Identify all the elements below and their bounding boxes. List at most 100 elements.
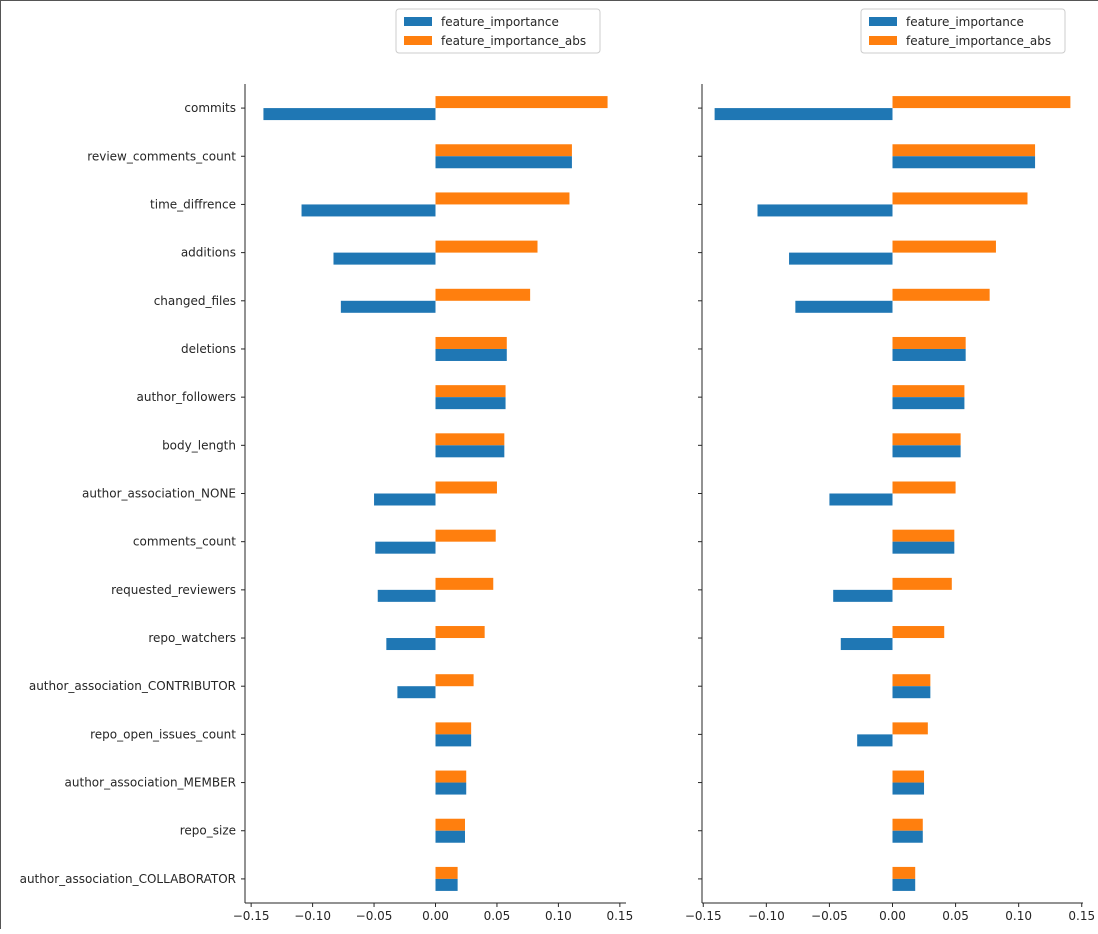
- y-tick-label: deletions: [181, 342, 236, 356]
- bar-feature_importance-repo_open_issues_count: [435, 734, 472, 747]
- bar-feature_importance-time_diffrence: [757, 204, 893, 217]
- bar-feature_importance_abs-commits: [435, 96, 608, 109]
- y-tick-label: additions: [181, 246, 236, 260]
- bar-feature_importance_abs-requested_reviewers: [892, 577, 952, 590]
- bar-feature_importance-repo_watchers: [386, 638, 436, 651]
- bar-feature_importance_abs-commits: [892, 96, 1071, 109]
- x-tick-label: −0.15: [233, 909, 270, 923]
- bar-feature_importance_abs-author_association_MEMBER: [435, 770, 467, 783]
- bar-feature_importance_abs-author_followers: [435, 385, 506, 398]
- bar-feature_importance-author_association_COLLABORATOR: [435, 878, 458, 891]
- x-tick-label: 0.10: [1005, 909, 1032, 923]
- legend-swatch-feature_importance: [404, 17, 432, 26]
- legend-label-feature_importance_abs: feature_importance_abs: [441, 34, 586, 48]
- y-tick-label: comments_count: [133, 535, 236, 549]
- legend-box: [860, 8, 1066, 54]
- bar-feature_importance-comments_count: [375, 541, 436, 554]
- y-tick-label: author_followers: [136, 390, 236, 404]
- bar-feature_importance_abs-additions: [892, 240, 996, 253]
- bar-feature_importance-author_association_CONTRIBUTOR: [892, 686, 931, 699]
- y-tick-label: repo_size: [180, 824, 236, 838]
- y-tick-label: repo_open_issues_count: [90, 727, 236, 741]
- bar-feature_importance-changed_files: [795, 300, 893, 313]
- bar-feature_importance-author_association_MEMBER: [892, 782, 925, 795]
- bar-feature_importance-deletions: [435, 348, 507, 361]
- bar-feature_importance-comments_count: [892, 541, 955, 554]
- bar-feature_importance_abs-review_comments_count: [435, 144, 572, 157]
- x-tick-label: 0.05: [484, 909, 511, 923]
- bar-feature_importance-changed_files: [340, 300, 436, 313]
- bar-feature_importance_abs-author_association_NONE: [435, 481, 497, 494]
- y-tick-label: commits: [184, 101, 236, 115]
- bar-feature_importance_abs-repo_watchers: [435, 626, 485, 639]
- bar-feature_importance-author_followers: [892, 397, 965, 410]
- bar-feature_importance_abs-review_comments_count: [892, 144, 1036, 157]
- bar-feature_importance_abs-author_association_MEMBER: [892, 770, 925, 783]
- bar-feature_importance_abs-requested_reviewers: [435, 577, 494, 590]
- y-tick-label: repo_watchers: [148, 631, 236, 645]
- legend-label-feature_importance_abs: feature_importance_abs: [906, 34, 1051, 48]
- bar-feature_importance-deletions: [892, 348, 966, 361]
- bar-feature_importance-repo_size: [435, 830, 465, 843]
- bar-feature_importance-review_comments_count: [892, 156, 1036, 169]
- legend-label-feature_importance: feature_importance: [441, 15, 559, 29]
- y-tick-label: author_association_COLLABORATOR: [20, 872, 236, 886]
- x-tick-label: 0.00: [422, 909, 449, 923]
- bar-feature_importance-requested_reviewers: [377, 589, 436, 602]
- x-tick-label: −0.10: [748, 909, 785, 923]
- legend-swatch-feature_importance_abs: [869, 36, 897, 45]
- bar-feature_importance-author_followers: [435, 397, 506, 410]
- bar-feature_importance-author_association_COLLABORATOR: [892, 878, 916, 891]
- bar-feature_importance_abs-author_association_CONTRIBUTOR: [435, 674, 474, 687]
- bar-feature_importance-additions: [333, 252, 436, 265]
- legend-label-feature_importance: feature_importance: [906, 15, 1024, 29]
- x-tick-label: −0.15: [685, 909, 722, 923]
- x-tick-label: 0.15: [606, 909, 633, 923]
- bar-feature_importance-body_length: [435, 445, 505, 458]
- y-tick-label: changed_files: [154, 294, 236, 308]
- y-tick-label: author_association_CONTRIBUTOR: [29, 679, 236, 693]
- bar-feature_importance_abs-changed_files: [435, 288, 531, 301]
- bar-feature_importance_abs-repo_size: [435, 818, 465, 831]
- bar-feature_importance_abs-author_followers: [892, 385, 965, 398]
- bar-feature_importance-requested_reviewers: [833, 589, 893, 602]
- legend: feature_importance feature_importance_abs: [860, 8, 1066, 54]
- bar-feature_importance_abs-comments_count: [435, 529, 496, 542]
- y-tick-label: time_diffrence: [150, 197, 236, 211]
- bar-feature_importance_abs-time_diffrence: [435, 192, 570, 205]
- bar-feature_importance_abs-time_diffrence: [892, 192, 1028, 205]
- x-tick-label: 0.10: [545, 909, 572, 923]
- bar-feature_importance_abs-repo_size: [892, 818, 923, 831]
- bar-feature_importance-author_association_CONTRIBUTOR: [397, 686, 436, 699]
- bar-feature_importance-author_association_MEMBER: [435, 782, 467, 795]
- bar-feature_importance_abs-repo_watchers: [892, 626, 945, 639]
- bar-feature_importance-additions: [789, 252, 893, 265]
- bar-feature_importance_abs-author_association_CONTRIBUTOR: [892, 674, 931, 687]
- legend: feature_importance feature_importance_abs: [395, 8, 601, 54]
- bar-feature_importance_abs-repo_open_issues_count: [435, 722, 472, 735]
- y-tick-label: review_comments_count: [87, 149, 236, 163]
- bar-feature_importance_abs-changed_files: [892, 288, 990, 301]
- y-tick-label: requested_reviewers: [111, 583, 236, 597]
- bar-feature_importance-commits: [714, 108, 893, 121]
- y-tick-label: author_association_MEMBER: [65, 776, 236, 790]
- legend-swatch-feature_importance: [869, 17, 897, 26]
- x-tick-label: 0.05: [942, 909, 969, 923]
- y-tick-label: author_association_NONE: [82, 487, 236, 501]
- bar-feature_importance-time_diffrence: [301, 204, 436, 217]
- bar-feature_importance-repo_watchers: [840, 638, 893, 651]
- bar-feature_importance-repo_open_issues_count: [857, 734, 893, 747]
- bar-feature_importance-body_length: [892, 445, 961, 458]
- bar-feature_importance_abs-body_length: [435, 433, 505, 446]
- legend-swatch-feature_importance_abs: [404, 36, 432, 45]
- bar-feature_importance-author_association_NONE: [374, 493, 436, 506]
- bar-feature_importance-author_association_NONE: [829, 493, 893, 506]
- bar-feature_importance_abs-author_association_COLLABORATOR: [435, 866, 458, 879]
- bar-feature_importance-repo_size: [892, 830, 923, 843]
- y-tick-label: body_length: [162, 438, 236, 452]
- bar-feature_importance_abs-comments_count: [892, 529, 955, 542]
- x-tick-label: 0.15: [1068, 909, 1095, 923]
- x-tick-label: −0.05: [356, 909, 393, 923]
- legend-box: [395, 8, 601, 54]
